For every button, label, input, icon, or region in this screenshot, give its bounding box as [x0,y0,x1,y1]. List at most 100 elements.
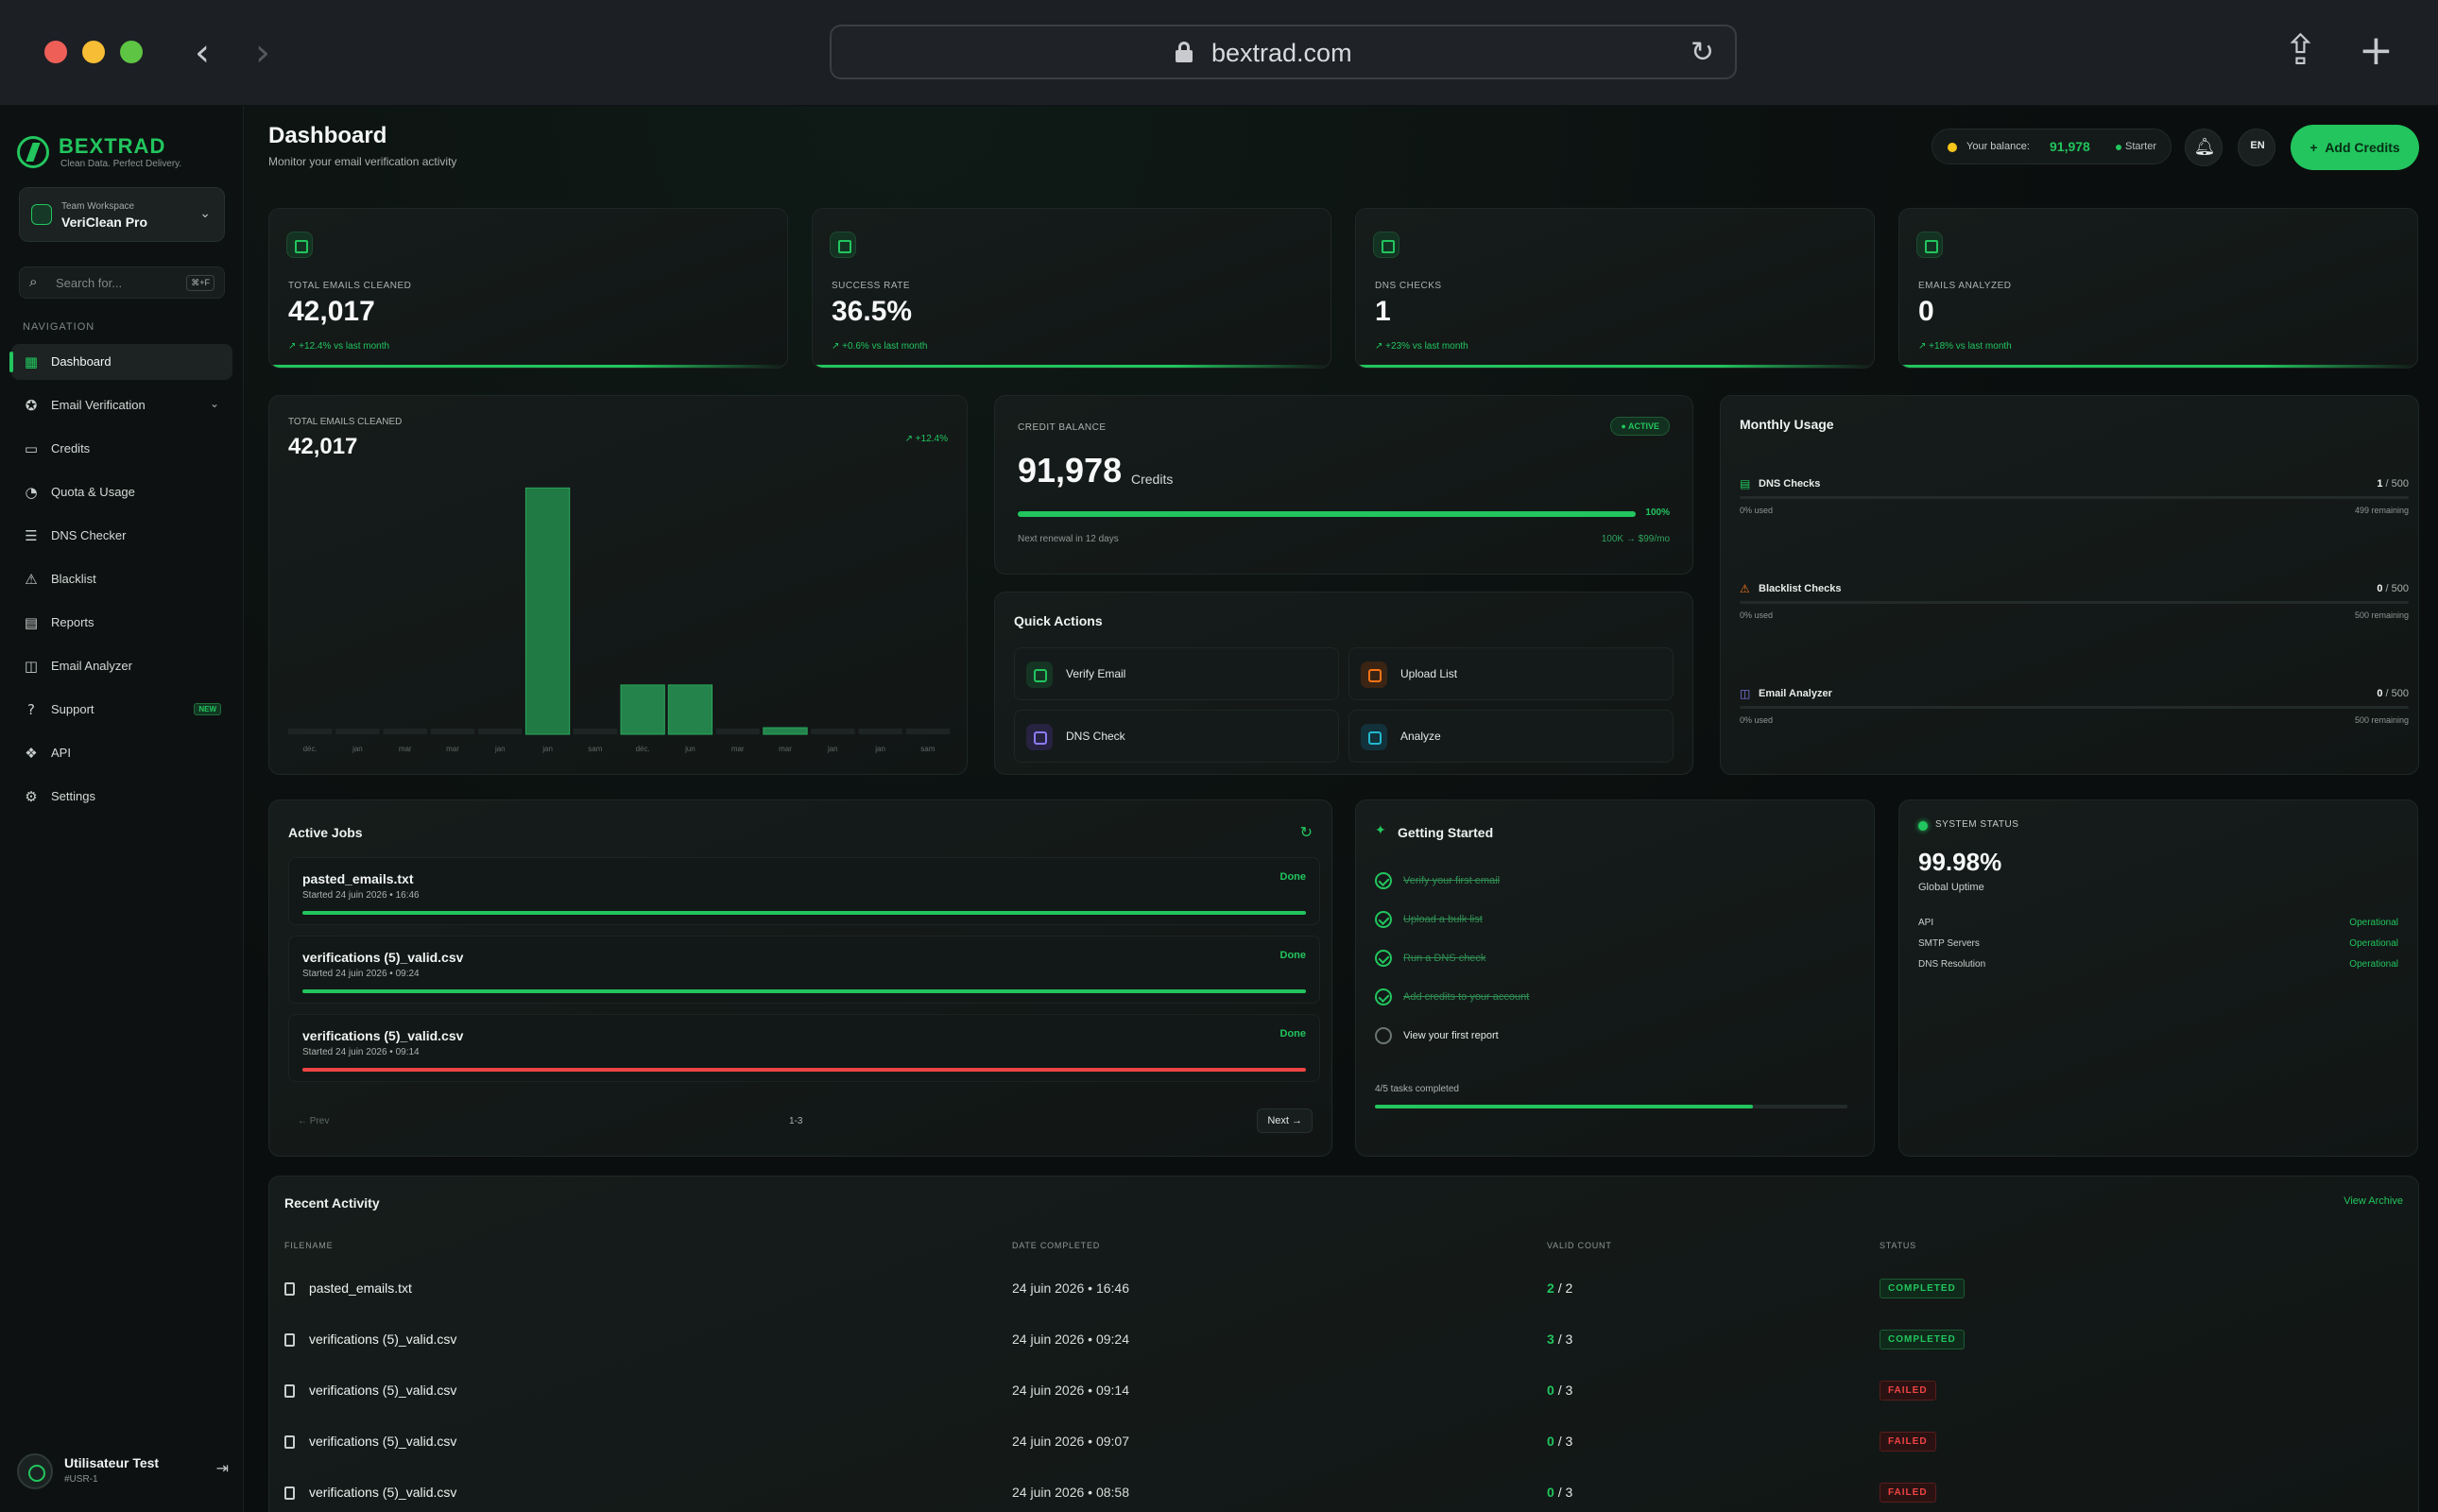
chart-tick-label: déc. [303,745,318,753]
usage-remaining: 499 remaining [2354,506,2409,515]
usage-count: 0 / 500 [2377,688,2409,699]
close-window-button[interactable] [44,41,67,63]
next-page-button[interactable]: Next → [1257,1108,1313,1133]
chart-bar[interactable] [667,684,713,735]
column-header-date[interactable]: DATE COMPLETED [1012,1241,1101,1250]
quick-actions-card: Quick Actions Verify Email Upload List D… [994,592,1693,775]
upload-list-button[interactable]: Upload List [1348,647,1674,700]
column-header-status[interactable]: STATUS [1880,1241,1916,1250]
workspace-switcher[interactable]: Team Workspace VeriClean Pro ⌄ [19,187,225,242]
chart-bar[interactable] [524,487,571,735]
sidebar-item-dashboard[interactable]: ▦ Dashboard [9,344,232,380]
task-item[interactable]: Verify your first email [1375,872,1847,891]
sidebar-item-api[interactable]: ❖ API [11,735,232,771]
sidebar-item-quota-usage[interactable]: ◔ Quota & Usage [11,474,232,510]
job-item[interactable]: verifications (5)_valid.csv Started 24 j… [288,936,1320,1004]
table-row[interactable]: verifications (5)_valid.csv 24 juin 2026… [269,1316,2418,1367]
forward-arrow-icon[interactable]: › [255,31,270,75]
search-icon: ⌕ [29,274,38,290]
check-icon [1375,911,1392,928]
url-text: bextrad.com [1211,39,1352,67]
task-item[interactable]: Upload a bulk list [1375,911,1847,930]
sidebar-item-email-analyzer[interactable]: ◫ Email Analyzer [11,648,232,684]
row-date: 24 juin 2026 • 09:07 [1012,1434,1130,1449]
sidebar-item-email-verification[interactable]: ✪ Email Verification ⌄ [11,387,232,423]
stat-card-emails-analyzed: EMAILS ANALYZED 0 ↗ +18% vs last month [1898,208,2418,369]
user-profile[interactable]: Utilisateur Test #USR-1 ⇥ [17,1448,231,1495]
chart-bar[interactable] [763,727,808,735]
share-icon[interactable]: ⇪ [2283,26,2318,75]
job-item[interactable]: pasted_emails.txt Started 24 juin 2026 •… [288,857,1320,925]
status-badge: FAILED [1880,1432,1936,1452]
system-status-label: SYSTEM STATUS [1935,819,2019,830]
upload-file-icon [1361,662,1387,688]
task-label: Add credits to your account [1403,991,1530,1003]
row-filename: verifications (5)_valid.csv [309,1383,457,1398]
address-bar[interactable]: bextrad.com ↻ [830,25,1737,79]
table-row[interactable]: verifications (5)_valid.csv 24 juin 2026… [269,1418,2418,1469]
minimize-window-button[interactable] [82,41,105,63]
sidebar-item-settings[interactable]: ⚙ Settings [11,779,232,815]
credit-percent: 100% [1645,507,1670,518]
page-subtitle: Monitor your email verification activity [268,155,457,168]
sidebar-item-label: Reports [51,615,94,629]
sidebar-item-blacklist[interactable]: ⚠ Blacklist [11,561,232,597]
sidebar-item-label: Credits [51,441,91,455]
sidebar-item-dns-checker[interactable]: ☰ DNS Checker [11,518,232,554]
sidebar-item-support[interactable]: ? Support NEW [11,692,232,728]
row-filename: verifications (5)_valid.csv [309,1332,457,1347]
sidebar-item-label: Email Analyzer [51,659,132,673]
brand-tagline: Clean Data. Perfect Delivery. [60,159,182,169]
status-badge: FAILED [1880,1381,1936,1400]
file-icon [284,1486,295,1500]
browser-chrome: ‹ › bextrad.com ↻ ⇪ + [0,0,2438,106]
analyze-button[interactable]: Analyze [1348,710,1674,763]
maximize-window-button[interactable] [120,41,143,63]
usage-name: DNS Checks [1759,478,1821,490]
stat-label: TOTAL EMAILS CLEANED [288,281,412,291]
file-icon [284,1384,295,1398]
sidebar-item-reports[interactable]: ▤ Reports [11,605,232,641]
new-tab-icon[interactable]: + [2359,26,2394,75]
prev-page-button[interactable]: ← Prev [298,1116,330,1126]
column-header-valid[interactable]: VALID COUNT [1547,1241,1612,1250]
refresh-icon[interactable]: ↻ [1299,823,1313,841]
chart-tick-label: mar [446,745,459,753]
column-header-filename[interactable]: FILENAME [284,1241,334,1250]
uptime-label: Global Uptime [1918,882,1984,893]
search-input[interactable]: ⌕ Search for... ⌘+F [19,266,225,299]
usage-name: Blacklist Checks [1759,583,1842,594]
table-row[interactable]: pasted_emails.txt 24 juin 2026 • 16:46 2… [269,1265,2418,1316]
back-arrow-icon[interactable]: ‹ [195,31,210,75]
sidebar-item-credits[interactable]: ▭ Credits [11,431,232,467]
row-filename: verifications (5)_valid.csv [309,1434,457,1449]
block-icon: ⚠ [1740,582,1750,595]
reload-icon[interactable]: ↻ [1690,36,1714,69]
view-archive-link[interactable]: View Archive [2344,1195,2403,1207]
renewal-text: Next renewal in 12 days [1018,534,1119,544]
sidebar: BEXTRAD Clean Data. Perfect Delivery. Te… [0,106,244,1512]
chart-bar[interactable] [620,684,665,735]
language-button[interactable]: EN [2238,129,2275,166]
job-filename: pasted_emails.txt [302,871,414,886]
uptime-value: 99.98% [1918,848,2002,876]
job-item[interactable]: verifications (5)_valid.csv Started 24 j… [288,1014,1320,1082]
usage-count: 1 / 500 [2377,478,2409,490]
usage-track [1740,496,2409,499]
chart-tick-label: déc. [636,745,650,753]
add-credits-button[interactable]: + Add Credits [2291,125,2419,170]
logout-icon[interactable]: ⇥ [215,1459,229,1477]
verify-email-button[interactable]: Verify Email [1014,647,1339,700]
sidebar-item-label: Email Verification [51,398,146,412]
dns-check-button[interactable]: DNS Check [1014,710,1339,763]
table-row[interactable]: verifications (5)_valid.csv 24 juin 2026… [269,1469,2418,1512]
row-date: 24 juin 2026 • 16:46 [1012,1280,1130,1296]
task-item[interactable]: Run a DNS check [1375,950,1847,969]
task-item[interactable]: Add credits to your account [1375,988,1847,1007]
table-row[interactable]: verifications (5)_valid.csv 24 juin 2026… [269,1367,2418,1418]
task-item[interactable]: View your first report [1375,1027,1847,1046]
chart-bar-track [383,729,427,734]
job-status: Done [1279,950,1307,961]
notifications-button[interactable]: 🔔︎ [2185,129,2223,166]
getting-started-title: Getting Started [1398,825,1494,840]
